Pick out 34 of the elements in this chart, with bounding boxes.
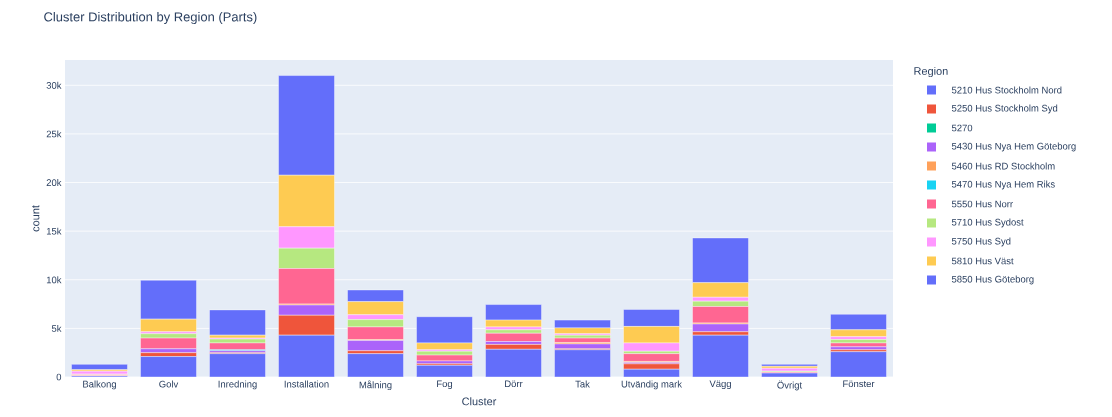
legend-label: 5430 Hus Nya Hem Göteborg <box>951 142 1076 152</box>
chart-title: Cluster Distribution by Region (Parts) <box>44 11 257 25</box>
y-tick-label: 0 <box>56 373 62 381</box>
y-tick-label: 15k <box>46 227 62 235</box>
legend-label: 5550 Hus Norr <box>951 200 1013 208</box>
legend-label: 5850 Hus Göteborg <box>951 275 1034 285</box>
x-tick-label: Installation <box>284 380 329 388</box>
x-tick-label: Målning <box>359 380 392 391</box>
y-tick-label: 10k <box>46 276 62 284</box>
legend-label: 5710 Hus Sydost <box>951 218 1024 228</box>
x-tick-label: Utvändig mark <box>621 380 683 390</box>
legend-title: Region <box>914 66 948 78</box>
legend-label: 5470 Hus Nya Hem Riks <box>951 180 1055 190</box>
y-axis-title: count <box>32 205 40 232</box>
x-axis-title: Cluster <box>462 397 497 406</box>
x-tick-label: Dörr <box>505 380 523 388</box>
x-tick-label: Fönster <box>843 380 875 388</box>
x-tick-label: Fog <box>437 380 453 389</box>
y-tick-label: 5k <box>51 324 62 332</box>
x-tick-label: Övrigt <box>777 380 803 391</box>
legend-label: 5750 Hus Syd <box>951 237 1011 247</box>
y-tick-label: 30k <box>46 81 62 89</box>
legend-label: 5460 Hus RD Stockholm <box>951 162 1055 170</box>
y-tick-label: 25k <box>46 130 62 138</box>
legend-label: 5250 Hus Stockholm Syd <box>951 104 1058 114</box>
x-tick-label: Tak <box>575 380 590 388</box>
x-tick-label: Golv <box>159 380 179 388</box>
legend-label: 5810 Hus Väst <box>951 257 1014 265</box>
x-tick-label: Inredning <box>218 380 257 390</box>
x-tick-label: Balkong <box>83 380 116 390</box>
y-tick-label: 20k <box>46 179 62 186</box>
legend-label: 5270 <box>951 124 973 132</box>
x-tick-label: Vägg <box>709 380 731 389</box>
legend-label: 5210 Hus Stockholm Nord <box>951 86 1062 94</box>
